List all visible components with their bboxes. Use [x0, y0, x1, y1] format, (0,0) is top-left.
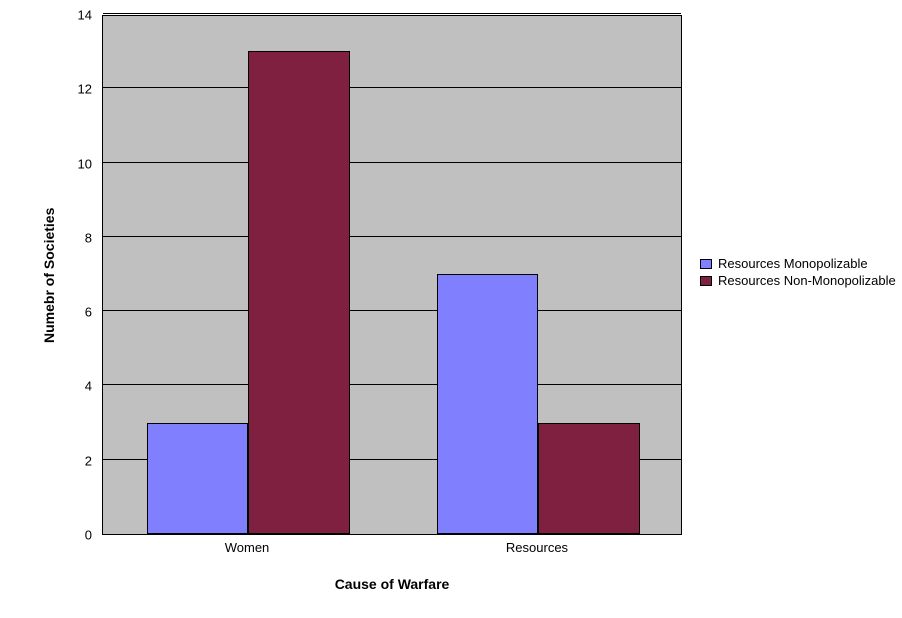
chart-legend: Resources Monopolizable Resources Non-Mon… [694, 250, 902, 294]
bar [248, 51, 350, 534]
y-tick-label: 2 [85, 453, 92, 468]
x-axis-title: Cause of Warfare [102, 576, 682, 592]
bar [437, 274, 539, 534]
bar [147, 423, 249, 534]
gridline [103, 162, 681, 163]
y-tick-label: 0 [85, 528, 92, 543]
x-tick-label: Resources [392, 540, 682, 555]
legend-label: Resources Monopolizable [718, 256, 868, 271]
gridline [103, 87, 681, 88]
legend-label: Resources Non-Monopolizable [718, 273, 896, 288]
y-tick-label: 6 [85, 305, 92, 320]
gridline [103, 310, 681, 311]
y-tick-label: 12 [78, 82, 92, 97]
legend-swatch [700, 259, 712, 269]
y-axis-title: Numebr of Societies [38, 15, 60, 535]
x-axis-labels: WomenResources [102, 540, 682, 555]
y-tick-label: 14 [78, 8, 92, 23]
y-tick-label: 8 [85, 230, 92, 245]
legend-swatch [700, 276, 712, 286]
gridline [103, 384, 681, 385]
bar [538, 423, 640, 534]
y-tick-label: 10 [78, 156, 92, 171]
gridline [103, 236, 681, 237]
chart-plot-area [102, 15, 682, 535]
gridline [103, 13, 681, 14]
x-tick-label: Women [102, 540, 392, 555]
y-axis-labels: 02468101214 [66, 15, 96, 535]
legend-item: Resources Non-Monopolizable [700, 273, 896, 288]
y-tick-label: 4 [85, 379, 92, 394]
legend-item: Resources Monopolizable [700, 256, 896, 271]
